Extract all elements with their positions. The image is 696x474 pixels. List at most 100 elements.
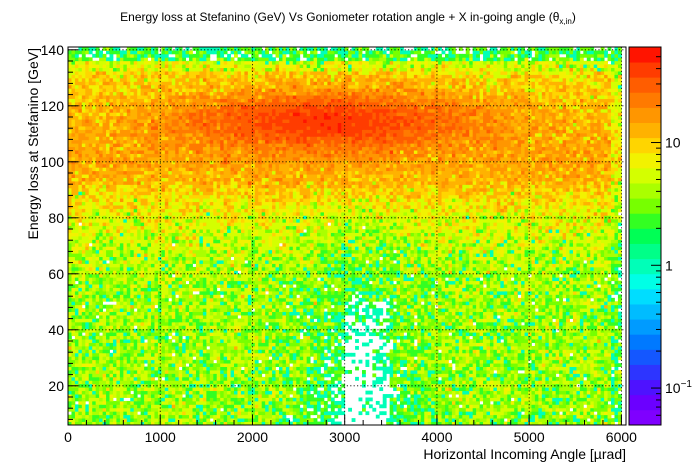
heatmap-cell [548,380,553,385]
heatmap-cell [566,356,570,361]
heatmap-cell [455,339,460,343]
heatmap-cell [258,411,263,416]
heatmap-cell [254,383,259,388]
heatmap-cell [476,390,480,395]
heatmap-cell [451,411,456,416]
heatmap-cell [586,387,591,392]
heatmap-cell [119,339,124,343]
heatmap-cell [593,332,598,337]
heatmap-cell [88,414,93,419]
heatmap-cell [607,366,612,371]
heatmap-cell [102,359,107,364]
heatmap-cell [130,315,135,319]
heatmap-cell [272,390,276,395]
heatmap-cell [74,418,79,422]
heatmap-cell [462,418,467,422]
heatmap-cell [476,421,480,426]
heatmap-cell [496,397,501,402]
heatmap-cell [265,363,269,367]
heatmap-cell [445,321,449,326]
heatmap-cell [195,373,200,378]
heatmap-cell [334,421,339,426]
heatmap-cell [95,394,100,398]
heatmap-cell [586,373,591,378]
heatmap-cell [583,421,588,426]
heatmap-cell [510,404,515,409]
heatmap-cell [486,318,491,323]
heatmap-cell [445,363,449,367]
heatmap-cell [68,400,72,405]
heatmap-cell [462,345,467,350]
heatmap-cell [455,342,460,347]
heatmap-cell [310,328,314,333]
heatmap-cell [406,366,411,371]
heatmap-cell [607,352,612,357]
heatmap-cell [517,390,522,395]
heatmap-cell [486,359,491,364]
heatmap-cell [545,328,550,333]
heatmap-cell [528,404,532,409]
heatmap-cell [493,332,498,337]
heatmap-cell [403,325,408,330]
heatmap-cell [278,411,283,416]
heatmap-cell [479,394,484,398]
heatmap-cell [486,328,491,333]
heatmap-cell [244,383,249,388]
heatmap-cell [161,370,166,374]
heatmap-cell [209,404,214,409]
heatmap-cell [552,390,557,395]
heatmap-cell [313,311,318,316]
heatmap-cell [424,414,429,419]
heatmap-cell [611,311,615,316]
heatmap-cell [434,394,439,398]
heatmap-cell [337,387,342,392]
heatmap-cell [337,328,342,333]
heatmap-cell [607,387,612,392]
heatmap-cell [562,335,567,340]
heatmap-cell [569,376,574,381]
heatmap-cell [213,380,218,385]
heatmap-cell [579,352,584,357]
heatmap-cell [227,342,231,347]
heatmap-cell [137,335,142,340]
heatmap-cell [168,339,173,343]
heatmap-cell [168,418,173,422]
heatmap-cell [441,349,446,354]
heatmap-cell [68,321,72,326]
heatmap-cell [85,404,90,409]
heatmap-cell [74,407,79,412]
heatmap-cell [445,373,449,378]
heatmap-cell [541,328,546,333]
heatmap-cell [240,404,245,409]
heatmap-cell [559,373,563,378]
heatmap-cell [189,304,193,309]
heatmap-cell [151,383,155,388]
heatmap-cell [548,411,553,416]
heatmap-cell [306,345,311,350]
heatmap-cell [199,387,204,392]
heatmap-cell [185,335,190,340]
heatmap-cell [431,387,436,392]
heatmap-cell [178,325,183,330]
heatmap-cell [431,394,436,398]
heatmap-cell [424,345,429,350]
heatmap-cell [251,359,256,364]
heatmap-cell [465,421,470,426]
heatmap-cell [192,321,197,326]
heatmap-cell [292,404,297,409]
heatmap-cell [586,335,591,340]
heatmap-cell [130,363,135,367]
heatmap-cell [223,366,228,371]
heatmap-cell [514,383,519,388]
heatmap-cell [254,328,259,333]
heatmap-cell [320,397,325,402]
heatmap-cell [164,376,169,381]
heatmap-cell [528,335,532,340]
heatmap-cell [81,380,86,385]
heatmap-cell [282,418,287,422]
heatmap-cell [431,349,436,354]
heatmap-cell [424,407,429,412]
heatmap-cell [514,328,519,333]
heatmap-cell [92,315,97,319]
heatmap-cell [524,414,529,419]
